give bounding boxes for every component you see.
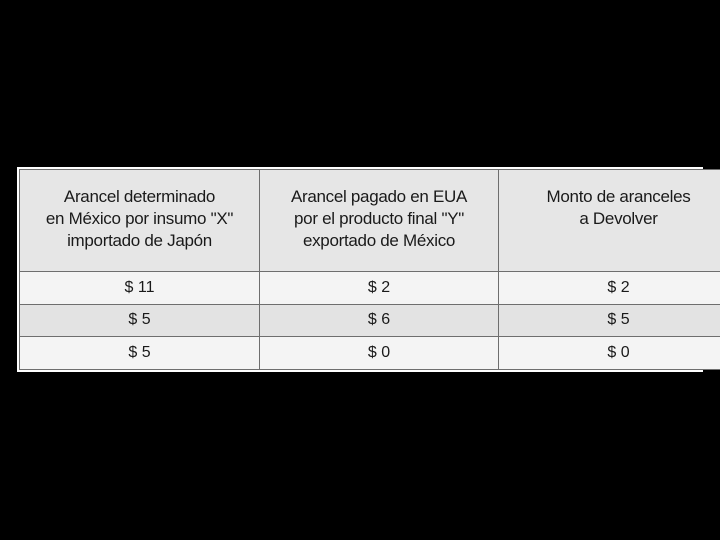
table-row: $ 11 $ 2 $ 2 (19, 271, 720, 305)
table-cell: $ 5 (19, 303, 260, 338)
table-row: $ 5 $ 6 $ 5 (19, 303, 720, 338)
tariff-table-frame: Arancel determinado en México por insumo… (17, 167, 720, 372)
table-cell: $ 5 (19, 336, 260, 370)
table-cell: $ 11 (19, 271, 260, 305)
table-cell: $ 0 (498, 336, 720, 370)
table-row: $ 5 $ 0 $ 0 (19, 336, 720, 370)
table-cell: $ 2 (498, 271, 720, 305)
header-refund-amount: Monto de aranceles a Devolver (498, 169, 720, 272)
header-line: importado de Japón (67, 231, 212, 250)
header-tariff-usa: Arancel pagado en EUA por el producto fi… (259, 169, 499, 272)
header-line: en México por insumo "X" (45, 209, 234, 228)
table-cell: $ 0 (259, 336, 499, 370)
header-line: Monto de aranceles (546, 187, 691, 206)
header-line: Arancel determinado (63, 187, 216, 206)
header-line: exportado de México (302, 231, 456, 250)
table-cell: $ 2 (259, 271, 499, 305)
header-row: Arancel determinado en México por insumo… (19, 169, 720, 272)
table-cell: $ 6 (259, 303, 499, 338)
header-line: por el producto final "Y" (294, 209, 464, 228)
header-line: a Devolver (579, 209, 658, 228)
header-tariff-mexico: Arancel determinado en México por insumo… (19, 169, 260, 272)
header-line: Arancel pagado en EUA (290, 187, 468, 206)
table-cell: $ 5 (498, 303, 720, 338)
tariff-table: Arancel determinado en México por insumo… (19, 169, 720, 370)
